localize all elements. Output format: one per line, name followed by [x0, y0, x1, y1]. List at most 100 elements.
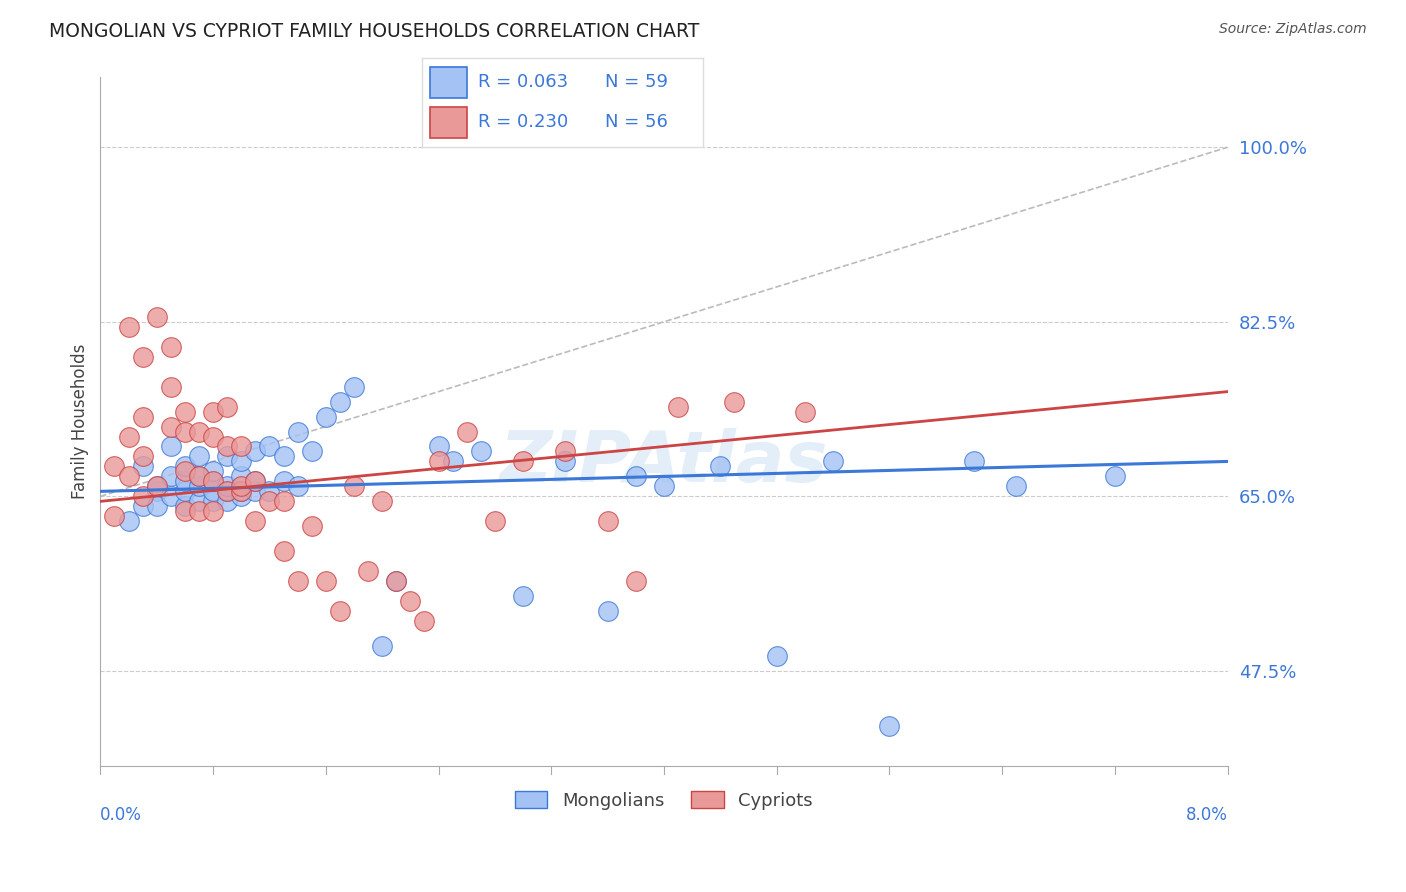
Point — [273, 544, 295, 558]
Point — [188, 479, 211, 493]
Text: R = 0.063: R = 0.063 — [478, 73, 568, 91]
Point — [131, 409, 153, 424]
Point — [456, 425, 478, 439]
Point — [131, 500, 153, 514]
Point — [385, 574, 408, 589]
Point — [315, 574, 337, 589]
Point — [217, 450, 239, 464]
Point — [723, 394, 745, 409]
Point — [427, 454, 450, 468]
Point — [217, 484, 239, 499]
Point — [145, 310, 167, 324]
Text: MONGOLIAN VS CYPRIOT FAMILY HOUSEHOLDS CORRELATION CHART: MONGOLIAN VS CYPRIOT FAMILY HOUSEHOLDS C… — [49, 22, 700, 41]
Point — [231, 489, 253, 503]
Point — [357, 564, 380, 578]
Point — [174, 500, 197, 514]
Point — [231, 479, 253, 493]
Point — [441, 454, 464, 468]
Point — [343, 379, 366, 393]
Point — [117, 469, 139, 483]
Point — [1104, 469, 1126, 483]
Point — [879, 719, 901, 733]
Point — [202, 465, 225, 479]
Text: 0.0%: 0.0% — [100, 805, 142, 823]
Point — [963, 454, 986, 468]
Point — [217, 494, 239, 508]
Point — [231, 484, 253, 499]
Point — [159, 440, 181, 454]
Point — [427, 440, 450, 454]
Point — [512, 454, 534, 468]
Point — [1005, 479, 1028, 493]
Point — [188, 504, 211, 518]
Point — [709, 459, 731, 474]
Point — [315, 409, 337, 424]
Point — [188, 425, 211, 439]
Point — [202, 475, 225, 489]
Point — [174, 504, 197, 518]
Point — [217, 484, 239, 499]
Point — [131, 450, 153, 464]
Y-axis label: Family Households: Family Households — [72, 343, 89, 500]
Point — [301, 519, 323, 533]
Bar — [430, 67, 467, 98]
Point — [793, 404, 815, 418]
Point — [259, 494, 281, 508]
Point — [329, 394, 352, 409]
Point — [159, 469, 181, 483]
Point — [174, 404, 197, 418]
Point — [273, 475, 295, 489]
Point — [231, 440, 253, 454]
Point — [231, 484, 253, 499]
Legend: Mongolians, Cypriots: Mongolians, Cypriots — [506, 781, 823, 819]
Point — [145, 479, 167, 493]
Point — [821, 454, 844, 468]
Point — [217, 400, 239, 414]
Point — [103, 459, 125, 474]
Point — [202, 475, 225, 489]
Point — [145, 484, 167, 499]
Point — [287, 425, 309, 439]
Point — [273, 450, 295, 464]
Point — [202, 494, 225, 508]
Point — [329, 604, 352, 618]
Point — [145, 500, 167, 514]
Point — [174, 475, 197, 489]
Point — [245, 475, 267, 489]
Point — [413, 614, 436, 628]
Point — [512, 589, 534, 603]
Text: N = 56: N = 56 — [605, 113, 668, 131]
Text: R = 0.230: R = 0.230 — [478, 113, 568, 131]
Point — [202, 484, 225, 499]
Point — [652, 479, 675, 493]
Point — [117, 429, 139, 443]
Text: Source: ZipAtlas.com: Source: ZipAtlas.com — [1219, 22, 1367, 37]
Point — [117, 514, 139, 528]
Point — [188, 494, 211, 508]
Point — [131, 350, 153, 364]
Bar — [430, 107, 467, 138]
Point — [484, 514, 506, 528]
Point — [202, 504, 225, 518]
Point — [117, 319, 139, 334]
Point — [174, 484, 197, 499]
Point — [217, 479, 239, 493]
Point — [131, 459, 153, 474]
Point — [103, 509, 125, 524]
Point — [371, 639, 394, 653]
Point — [202, 429, 225, 443]
Point — [188, 469, 211, 483]
Point — [245, 475, 267, 489]
Point — [259, 484, 281, 499]
Point — [596, 514, 619, 528]
Point — [231, 454, 253, 468]
Point — [554, 444, 576, 458]
Point — [259, 440, 281, 454]
Point — [245, 484, 267, 499]
Point — [188, 469, 211, 483]
Point — [399, 594, 422, 608]
Point — [470, 444, 492, 458]
Point — [159, 340, 181, 354]
Point — [131, 489, 153, 503]
Point — [174, 465, 197, 479]
